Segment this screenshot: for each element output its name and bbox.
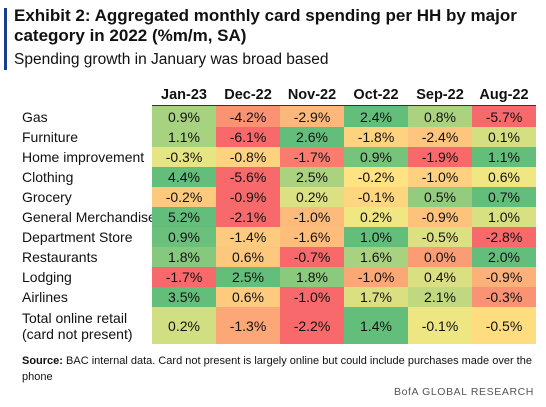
data-cell: -1.7% — [280, 147, 344, 167]
data-cell: -0.2% — [344, 167, 408, 187]
data-cell: -2.4% — [408, 127, 472, 147]
column-header: Aug-22 — [479, 87, 529, 103]
column-header: Nov-22 — [287, 87, 337, 103]
data-cell: 1.8% — [152, 247, 216, 267]
row-label: Restaurants — [22, 249, 98, 265]
row-label: Home improvement — [22, 149, 145, 165]
data-cell: -0.1% — [344, 187, 408, 207]
chart-title: Exhibit 2: Aggregated monthly card spend… — [14, 6, 517, 45]
column-header: Dec-22 — [224, 87, 272, 103]
chart-subtitle: Spending growth in January was broad bas… — [14, 51, 329, 68]
source-note: Source: BAC internal data. Card not pres… — [22, 353, 542, 385]
data-cell: 0.8% — [408, 106, 472, 127]
data-cell: -4.2% — [216, 106, 280, 127]
row-label: Department Store — [22, 229, 133, 245]
data-cell: 2.6% — [280, 127, 344, 147]
data-cell: 1.7% — [344, 287, 408, 307]
data-cell: 0.5% — [408, 187, 472, 207]
data-cell: -1.9% — [408, 147, 472, 167]
data-cell: -1.4% — [216, 227, 280, 247]
data-cell: 0.0% — [408, 247, 472, 267]
data-cell: 1.0% — [344, 227, 408, 247]
data-cell: -1.8% — [344, 127, 408, 147]
data-cell: 0.4% — [408, 267, 472, 287]
data-cell: -1.7% — [152, 267, 216, 287]
data-cell: 5.2% — [152, 207, 216, 227]
header-divider — [152, 105, 536, 106]
data-cell: -5.7% — [472, 106, 536, 127]
title-accent-bar — [4, 8, 7, 70]
data-cell: 1.1% — [472, 147, 536, 167]
data-cell: -0.9% — [216, 187, 280, 207]
data-cell: -1.0% — [344, 267, 408, 287]
data-cell: -2.1% — [216, 207, 280, 227]
data-cell: 1.1% — [152, 127, 216, 147]
column-header: Jan-23 — [161, 87, 207, 103]
data-cell: -0.1% — [408, 307, 472, 344]
row-label: Lodging — [22, 269, 72, 285]
row-label: Clothing — [22, 169, 74, 185]
data-cell: 4.4% — [152, 167, 216, 187]
data-cell: -0.7% — [280, 247, 344, 267]
data-cell: 0.7% — [472, 187, 536, 207]
data-cell: 1.4% — [344, 307, 408, 344]
data-cell: -2.2% — [280, 307, 344, 344]
data-cell: -0.9% — [408, 207, 472, 227]
data-cell: -0.3% — [152, 147, 216, 167]
data-cell: 0.2% — [344, 207, 408, 227]
source-label: Source: — [22, 355, 63, 367]
column-header: Oct-22 — [353, 87, 399, 103]
brand-footer: BofA GLOBAL RESEARCH — [394, 386, 534, 398]
data-cell: -0.3% — [472, 287, 536, 307]
data-cell: -2.8% — [472, 227, 536, 247]
data-cell: -0.9% — [472, 267, 536, 287]
data-cell: -1.3% — [216, 307, 280, 344]
data-cell: 2.5% — [216, 267, 280, 287]
data-cell: -0.5% — [408, 227, 472, 247]
row-label: General Merchandise — [22, 209, 156, 225]
data-cell: 1.0% — [472, 207, 536, 227]
data-cell: -1.0% — [408, 167, 472, 187]
data-cell: -2.9% — [280, 106, 344, 127]
row-label: Gas — [22, 108, 48, 125]
row-label: Furniture — [22, 129, 79, 145]
row-label: Grocery — [22, 189, 72, 205]
source-text: BAC internal data. Card not present is l… — [22, 355, 532, 383]
row-label: Total online retail (card not present) — [22, 309, 133, 342]
data-cell: 0.2% — [152, 307, 216, 344]
data-cell: 0.2% — [280, 187, 344, 207]
data-cell: -0.5% — [472, 307, 536, 344]
data-cell: -6.1% — [216, 127, 280, 147]
data-cell: 1.6% — [344, 247, 408, 267]
data-cell: -5.6% — [216, 167, 280, 187]
data-cell: -1.0% — [280, 207, 344, 227]
data-cell: 0.1% — [472, 127, 536, 147]
column-header: Sep-22 — [416, 87, 464, 103]
data-cell: 1.8% — [280, 267, 344, 287]
row-label: Airlines — [22, 289, 68, 305]
data-cell: 0.9% — [152, 106, 216, 127]
data-cell: -1.6% — [280, 227, 344, 247]
data-cell: -0.2% — [152, 187, 216, 207]
data-cell: 0.6% — [216, 287, 280, 307]
data-cell: 2.1% — [408, 287, 472, 307]
data-cell: 0.6% — [472, 167, 536, 187]
data-cell: 0.9% — [152, 227, 216, 247]
data-cell: 2.5% — [280, 167, 344, 187]
data-cell: 2.0% — [472, 247, 536, 267]
data-cell: 0.9% — [344, 147, 408, 167]
data-cell: 0.6% — [216, 247, 280, 267]
data-cell: -0.8% — [216, 147, 280, 167]
data-cell: 3.5% — [152, 287, 216, 307]
data-cell: 2.4% — [344, 106, 408, 127]
data-cell: -1.0% — [280, 287, 344, 307]
